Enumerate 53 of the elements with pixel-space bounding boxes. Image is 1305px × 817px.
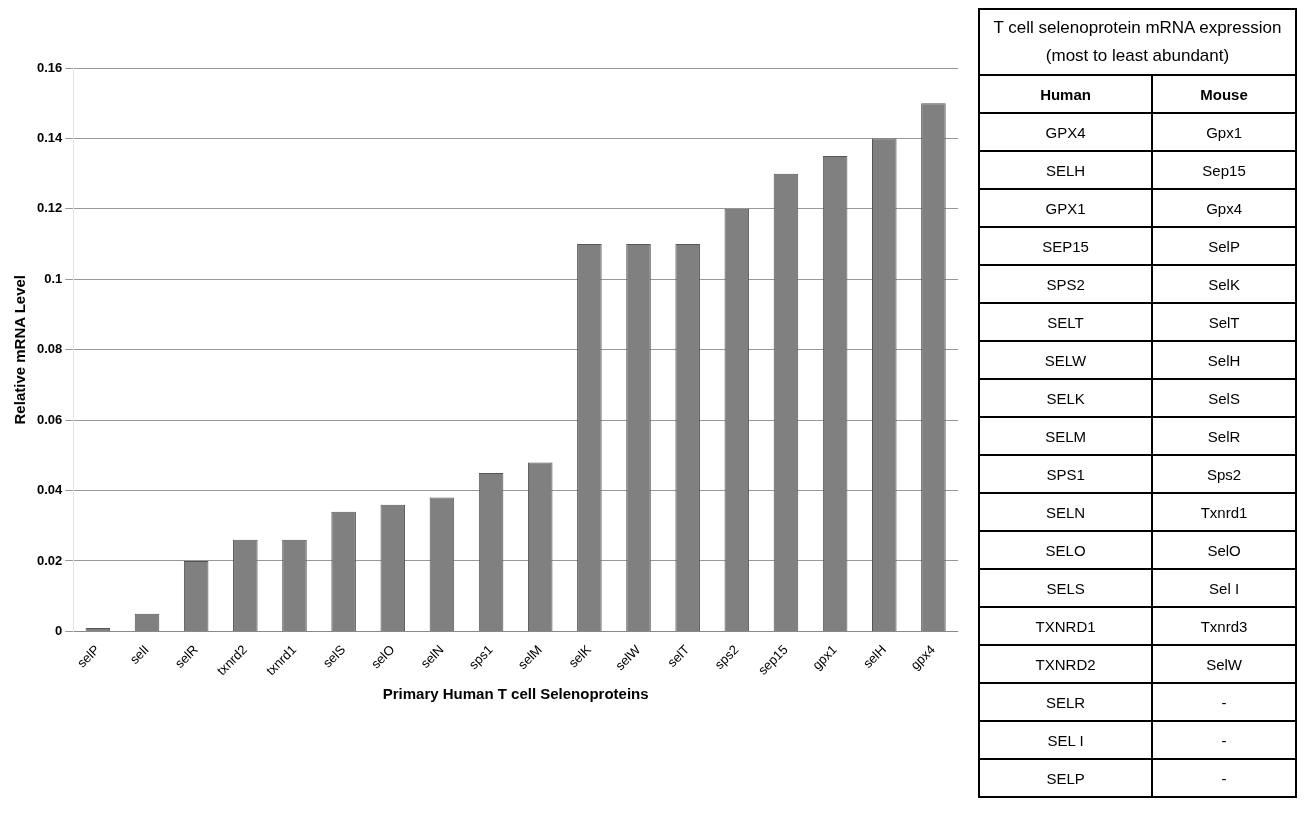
y-tick-label: 0 [55,623,63,638]
text: Gpx1 [1152,113,1296,151]
text: Sep15 [1152,151,1296,189]
y-tick-label: 0.02 [36,552,63,568]
text: SPS1 [979,455,1153,493]
text: SELK [979,379,1153,417]
y-axis-title: Relative mRNA Level [11,274,29,425]
category-label: Human [979,75,1153,113]
text: SELT [979,303,1153,341]
y-tick-label: 0.16 [36,59,63,75]
y-tick-label: 0.12 [36,200,63,216]
text: SELW [979,341,1153,379]
text: SELH [979,151,1153,189]
x-axis-title: Primary Human T cell Selenoproteins [382,685,649,703]
text: - [1152,721,1296,759]
category-label: Mouse [1152,75,1296,113]
x-tick-label: selO [367,641,398,672]
text: SelT [1152,303,1296,341]
text: - [1152,683,1296,721]
text: SelW [1152,645,1296,683]
text: SEL I [979,721,1153,759]
text: - [1152,759,1296,797]
text: TXNRD1 [979,607,1153,645]
text: Sel I [1152,569,1296,607]
text: TXNRD2 [979,645,1153,683]
text: SelO [1152,531,1296,569]
text: SelR [1152,417,1296,455]
x-tick-label: selP [74,641,103,671]
y-tick-label: 0.06 [36,411,63,427]
text: Txnrd1 [1152,493,1296,531]
text: SelP [1152,227,1296,265]
text: SelK [1152,265,1296,303]
text: SELS [979,569,1153,607]
x-tick-label: selI [126,641,152,667]
text: SELM [979,417,1153,455]
text: SELR [979,683,1153,721]
y-tick-label: 0.04 [36,482,64,498]
text: SelH [1152,341,1296,379]
text: GPX1 [979,189,1153,227]
text: SELP [979,759,1153,797]
text: T cell selenoprotein mRNA expression (most to least abundant) [979,9,1296,75]
text: SPS2 [979,265,1153,303]
text: SELO [979,531,1153,569]
text: Gpx4 [1152,189,1296,227]
text: Txnrd3 [1152,607,1296,645]
text: Sps2 [1152,455,1296,493]
text: GPX4 [979,113,1153,151]
y-tick-label: 0.1 [44,270,63,286]
y-tick-label: 0.14 [36,130,64,146]
text: SelS [1152,379,1296,417]
text: SEP15 [979,227,1153,265]
y-tick-label: 0.08 [36,341,63,357]
text: SELN [979,493,1153,531]
